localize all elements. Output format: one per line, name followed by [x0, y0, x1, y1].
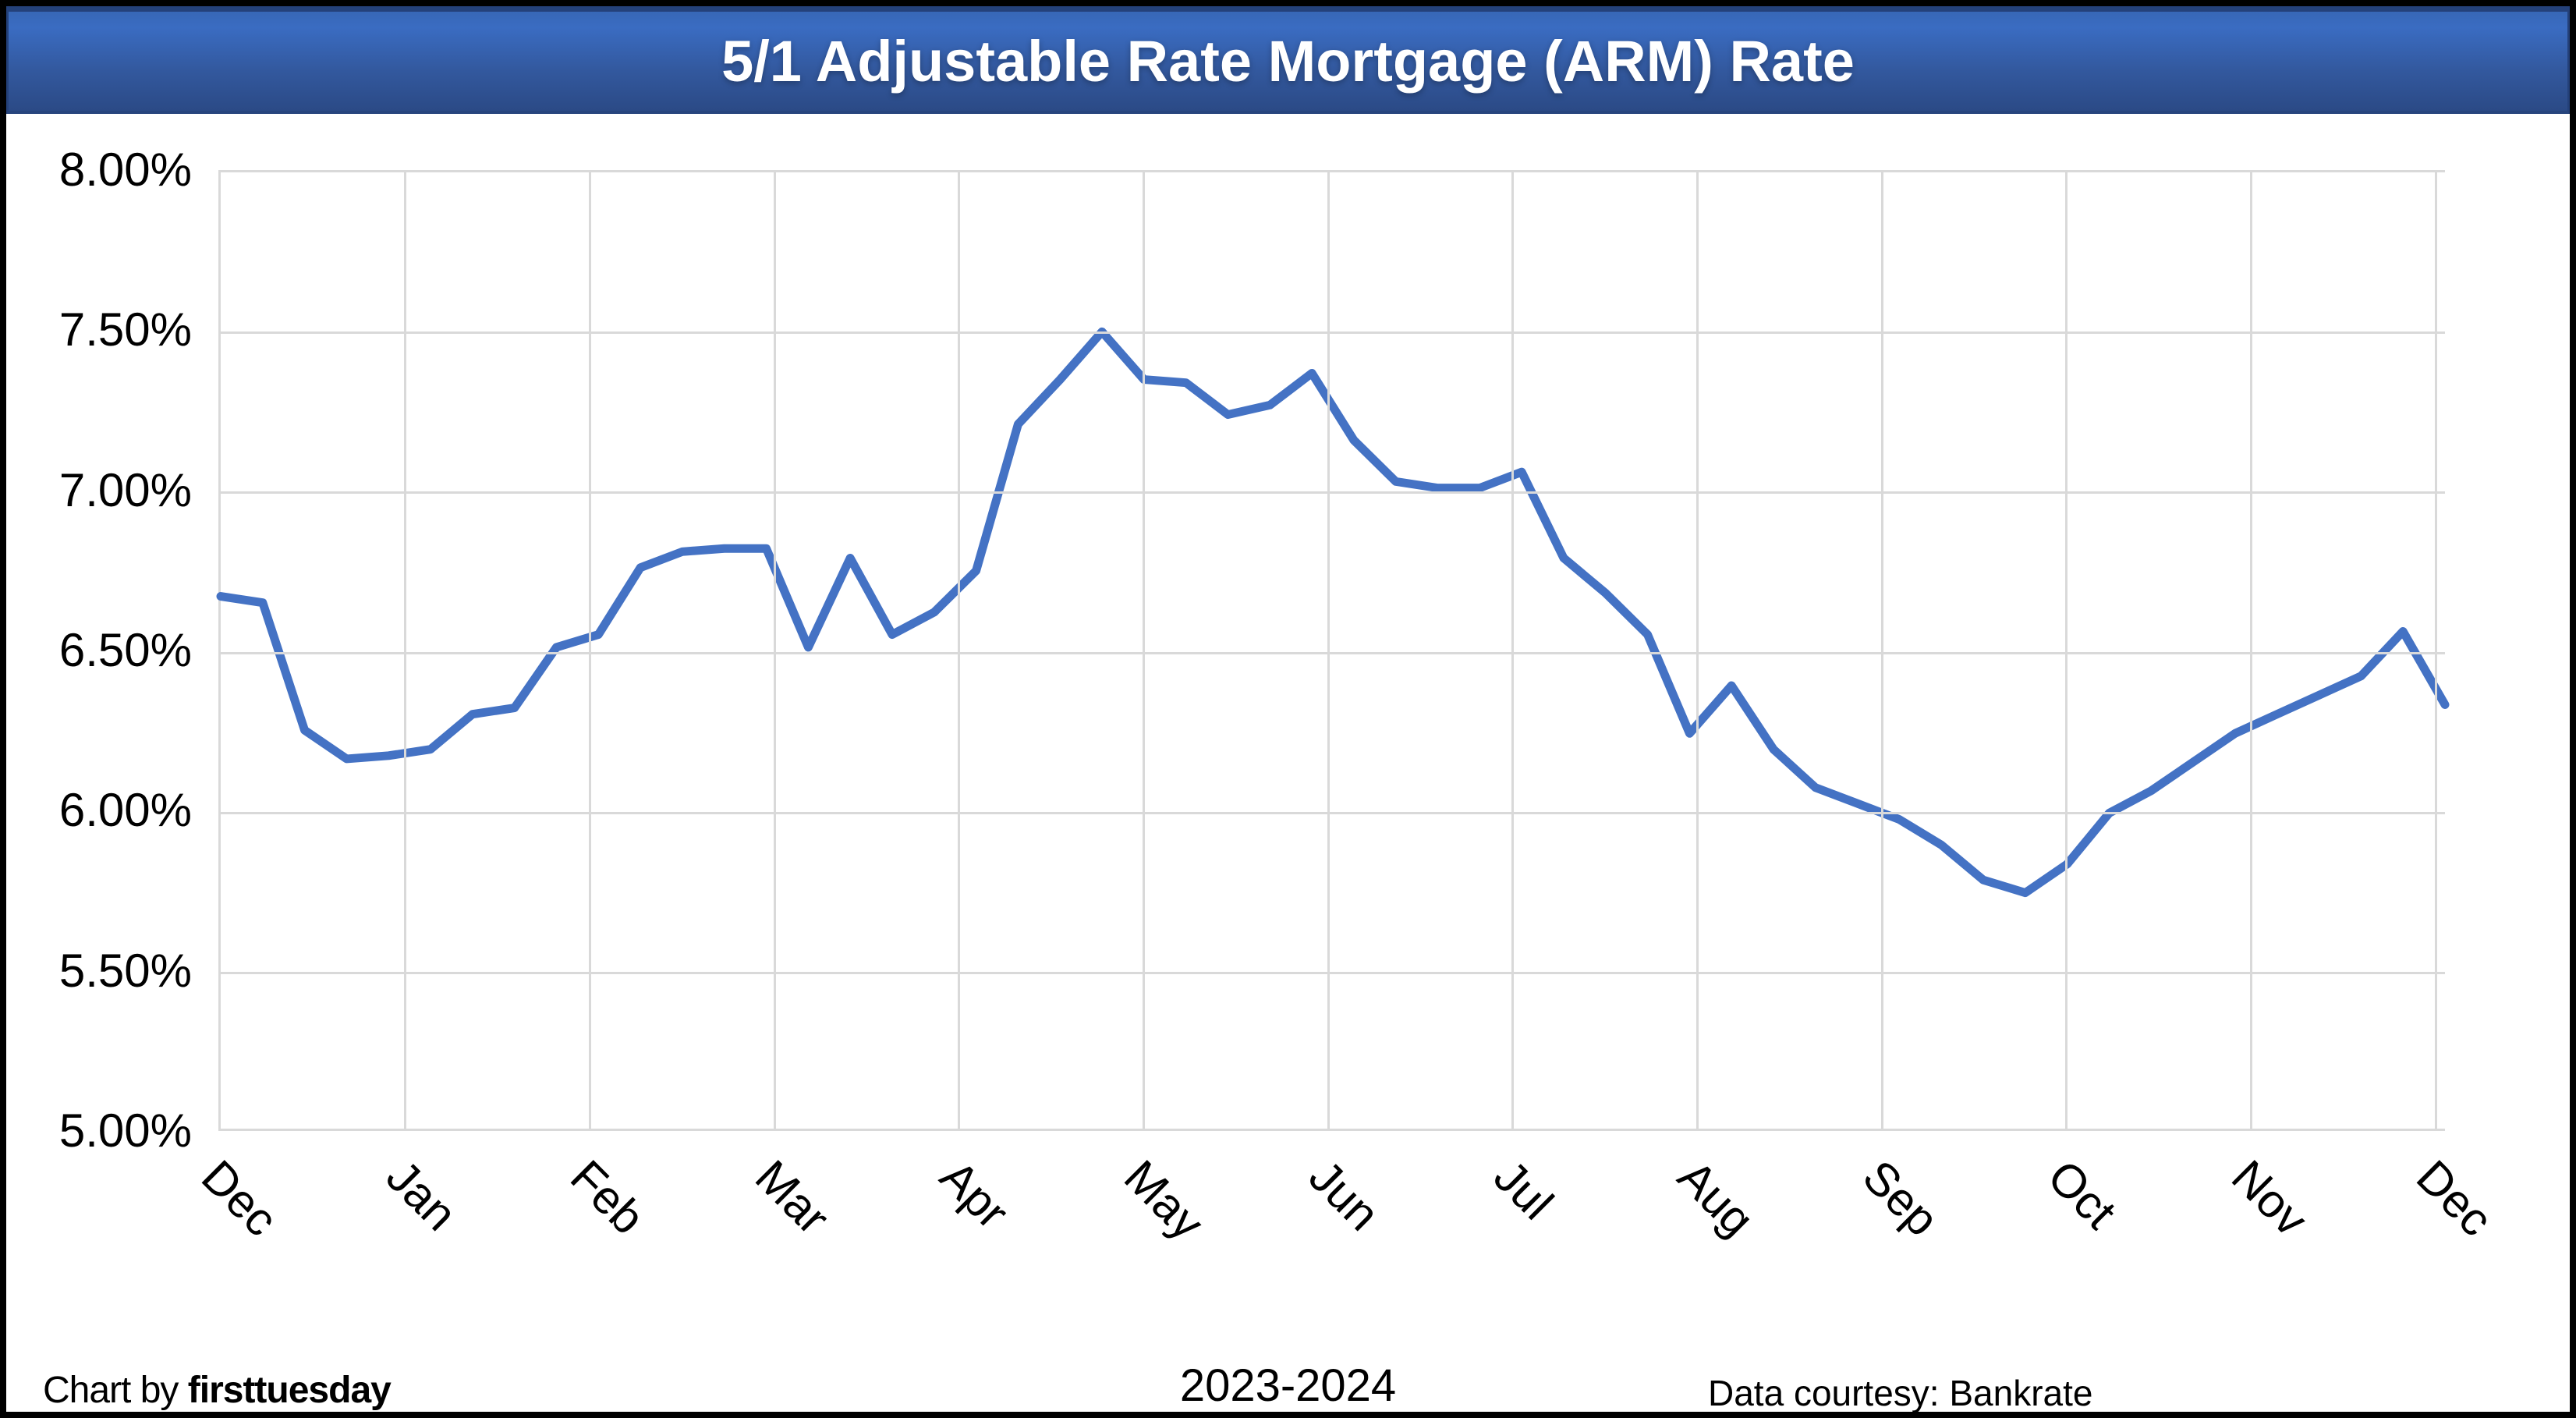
x-axis-month-label: Jul — [1483, 1150, 1564, 1230]
x-axis-month-label: Dec — [2406, 1150, 2503, 1246]
x-axis-month-label: Apr — [930, 1150, 1019, 1239]
chart-credit: Chart by firsttuesday — [43, 1369, 392, 1412]
rate-line — [216, 327, 2450, 898]
x-gridline — [2065, 172, 2068, 1129]
x-gridline — [2249, 172, 2252, 1129]
x-gridline — [588, 172, 591, 1129]
x-gridline — [404, 172, 407, 1129]
x-axis-month-label: Feb — [561, 1150, 655, 1245]
y-axis-tick-label: 7.50% — [58, 303, 192, 356]
plot-area — [216, 170, 2450, 1131]
x-axis-month-label: Oct — [2037, 1150, 2126, 1239]
x-axis-month-label: Dec — [191, 1150, 288, 1246]
y-gridline — [221, 651, 2445, 654]
chart-title: 5/1 Adjustable Rate Mortgage (ARM) Rate — [721, 29, 1855, 94]
chart-credit-prefix: Chart by — [43, 1370, 188, 1411]
x-axis-month-label: Jun — [1299, 1150, 1390, 1241]
rate-line-chart — [216, 327, 2450, 898]
x-axis-month-label: Aug — [1668, 1150, 1765, 1246]
y-gridline — [221, 331, 2445, 334]
y-axis-tick-label: 6.00% — [58, 784, 192, 837]
x-axis-month-label: Sep — [1852, 1150, 1949, 1246]
x-gridline — [773, 172, 776, 1129]
x-axis-month-label: Jan — [376, 1150, 467, 1241]
y-axis-tick-label: 8.00% — [58, 144, 192, 196]
x-gridline — [1511, 172, 1515, 1129]
y-gridline — [221, 972, 2445, 975]
y-axis-tick-label: 5.00% — [58, 1104, 192, 1157]
x-axis-period-label: 2023-2024 — [1179, 1360, 1397, 1411]
y-axis-tick-label: 7.00% — [58, 463, 192, 516]
y-axis-tick-label: 6.50% — [58, 624, 192, 676]
y-axis-tick-label: 5.50% — [58, 944, 192, 997]
x-gridline — [1880, 172, 1883, 1129]
x-gridline — [958, 172, 961, 1129]
x-gridline — [1695, 172, 1699, 1129]
x-gridline — [1327, 172, 1330, 1129]
data-source-note: Data courtesy: Bankrate — [1708, 1373, 2093, 1413]
y-gridline — [221, 811, 2445, 814]
chart-credit-name: firsttuesday — [187, 1370, 392, 1411]
chart-title-bar: 5/1 Adjustable Rate Mortgage (ARM) Rate — [6, 6, 2570, 114]
y-gridline — [221, 491, 2445, 495]
x-gridline — [1142, 172, 1145, 1129]
x-axis-month-label: Mar — [745, 1150, 840, 1245]
x-axis-month-label: Nov — [2222, 1150, 2319, 1246]
x-axis-month-label: May — [1114, 1150, 1214, 1250]
x-gridline — [2434, 172, 2437, 1129]
